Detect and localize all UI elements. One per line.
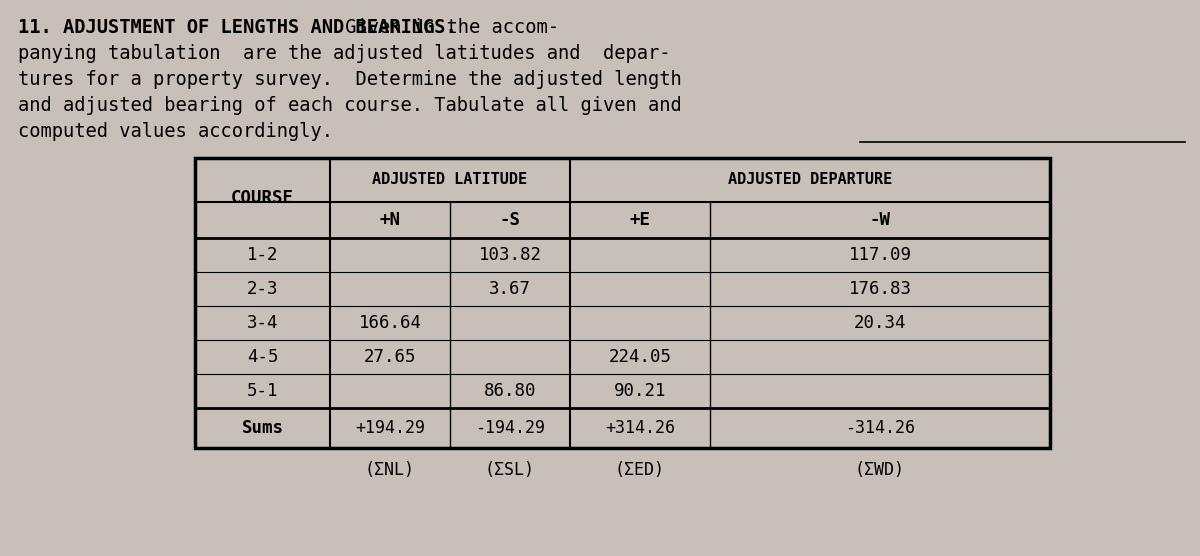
Text: +N: +N [379, 211, 401, 229]
Text: (ΣNL): (ΣNL) [365, 461, 415, 479]
Text: 176.83: 176.83 [848, 280, 912, 298]
Text: computed values accordingly.: computed values accordingly. [18, 122, 334, 141]
Text: +E: +E [630, 211, 650, 229]
Text: Given in the accom-: Given in the accom- [334, 18, 559, 37]
Text: -314.26: -314.26 [845, 419, 916, 437]
Text: 5-1: 5-1 [247, 382, 278, 400]
Text: ADJUSTED LATITUDE: ADJUSTED LATITUDE [372, 172, 528, 187]
Text: 103.82: 103.82 [479, 246, 541, 264]
Text: 166.64: 166.64 [359, 314, 421, 332]
Text: Sums: Sums [241, 419, 283, 437]
Text: 224.05: 224.05 [608, 348, 672, 366]
Text: (ΣSL): (ΣSL) [485, 461, 535, 479]
Text: ADJUSTED DEPARTURE: ADJUSTED DEPARTURE [728, 172, 892, 187]
Text: 3.67: 3.67 [490, 280, 530, 298]
Text: 27.65: 27.65 [364, 348, 416, 366]
Text: +314.26: +314.26 [605, 419, 674, 437]
Text: 1-2: 1-2 [247, 246, 278, 264]
Bar [194, 158, 1050, 448]
Text: (ΣED): (ΣED) [616, 461, 665, 479]
Text: panying tabulation  are the adjusted latitudes and  depar-: panying tabulation are the adjusted lati… [18, 44, 671, 63]
Text: -194.29: -194.29 [475, 419, 545, 437]
Text: -S: -S [499, 211, 521, 229]
Text: 20.34: 20.34 [853, 314, 906, 332]
Text: 90.21: 90.21 [613, 382, 666, 400]
Text: 117.09: 117.09 [848, 246, 912, 264]
Text: +194.29: +194.29 [355, 419, 425, 437]
Text: COURSE: COURSE [230, 189, 294, 207]
Text: 4-5: 4-5 [247, 348, 278, 366]
Text: tures for a property survey.  Determine the adjusted length: tures for a property survey. Determine t… [18, 70, 682, 89]
Text: 11. ADJUSTMENT OF LENGTHS AND BEARINGS.: 11. ADJUSTMENT OF LENGTHS AND BEARINGS. [18, 18, 457, 37]
Text: and adjusted bearing of each course. Tabulate all given and: and adjusted bearing of each course. Tab… [18, 96, 682, 115]
Text: (ΣWD): (ΣWD) [854, 461, 905, 479]
Text: 2-3: 2-3 [247, 280, 278, 298]
Text: 3-4: 3-4 [247, 314, 278, 332]
Text: -W: -W [870, 211, 890, 229]
Text: 86.80: 86.80 [484, 382, 536, 400]
